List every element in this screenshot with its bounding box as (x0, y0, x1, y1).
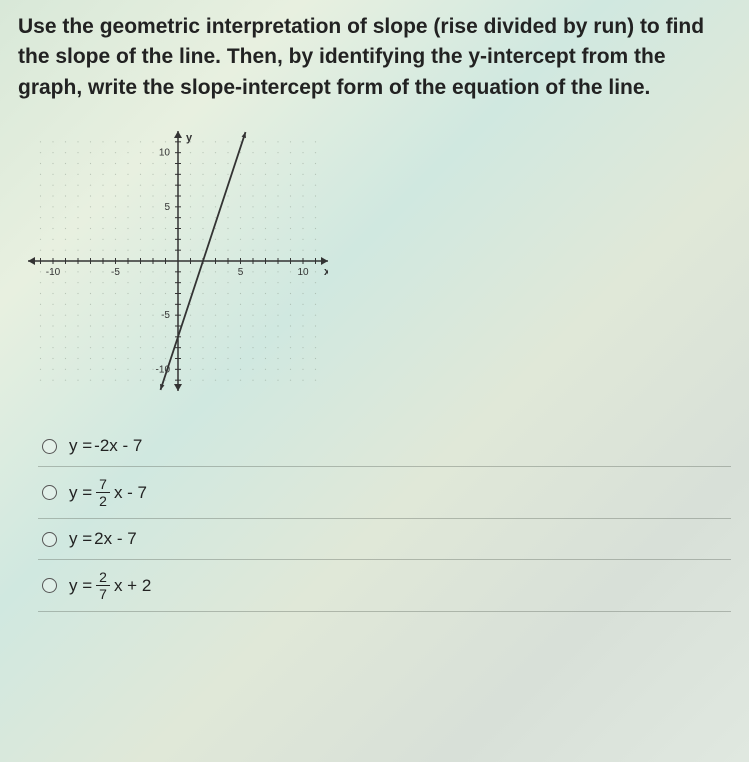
option-row[interactable]: y = 2 7 x + 2 (38, 560, 731, 612)
fraction-denominator: 7 (99, 586, 107, 601)
option-equation: y = 7 2 x - 7 (69, 477, 147, 508)
eq-prefix: y = (69, 576, 92, 596)
question-text: Use the geometric interpretation of slop… (18, 12, 731, 103)
option-row[interactable]: y = 7 2 x - 7 (38, 467, 731, 519)
svg-text:-5: -5 (161, 310, 170, 321)
fraction-numerator: 7 (96, 477, 110, 493)
fraction: 2 7 (96, 570, 110, 601)
line-graph: -10-5510-10-5510xy (28, 131, 328, 391)
fraction: 7 2 (96, 477, 110, 508)
eq-prefix: y = (69, 529, 92, 549)
svg-text:-10: -10 (46, 267, 61, 278)
eq-prefix: y = (69, 483, 92, 503)
svg-text:10: 10 (159, 148, 171, 159)
radio-icon[interactable] (42, 578, 57, 593)
eq-suffix: x - 7 (114, 483, 147, 503)
option-equation: y = 2x - 7 (69, 529, 137, 549)
answer-options: y = -2x - 7 y = 7 2 x - 7 y = 2x - 7 y =… (38, 426, 731, 612)
svg-text:10: 10 (297, 267, 309, 278)
eq-body: -2x - 7 (94, 436, 142, 456)
svg-text:-5: -5 (111, 267, 120, 278)
eq-body: 2x - 7 (94, 529, 137, 549)
option-equation: y = -2x - 7 (69, 436, 142, 456)
option-row[interactable]: y = 2x - 7 (38, 519, 731, 560)
svg-text:x: x (324, 266, 328, 278)
svg-text:y: y (186, 132, 193, 144)
eq-prefix: y = (69, 436, 92, 456)
eq-suffix: x + 2 (114, 576, 151, 596)
option-row[interactable]: y = -2x - 7 (38, 426, 731, 467)
graph-container: -10-5510-10-5510xy (28, 131, 731, 396)
option-equation: y = 2 7 x + 2 (69, 570, 151, 601)
fraction-denominator: 2 (99, 493, 107, 508)
svg-text:5: 5 (164, 202, 170, 213)
radio-icon[interactable] (42, 485, 57, 500)
radio-icon[interactable] (42, 439, 57, 454)
radio-icon[interactable] (42, 532, 57, 547)
svg-text:5: 5 (238, 267, 244, 278)
fraction-numerator: 2 (96, 570, 110, 586)
